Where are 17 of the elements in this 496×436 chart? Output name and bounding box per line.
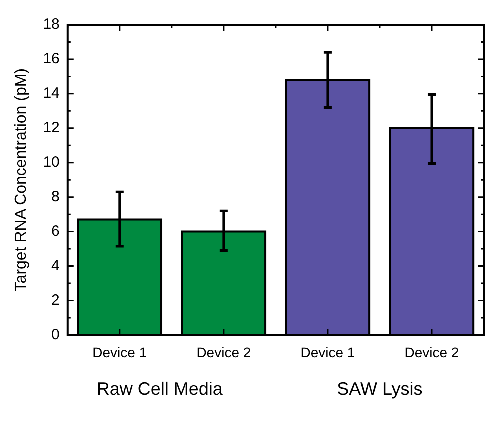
y-tick-label: 6 — [52, 222, 60, 240]
y-tick-label: 16 — [43, 50, 60, 68]
x-tick-label: Device 2 — [196, 344, 252, 360]
text: SAW Lysis — [337, 379, 423, 400]
y-axis-title: Target RNA Concentration (pM) — [13, 68, 30, 292]
y-tick-label: 2 — [52, 292, 60, 309]
y-tick-label: 18 — [43, 16, 60, 34]
y-tick-label: 4 — [52, 257, 60, 274]
y-tick-label: 10 — [43, 154, 60, 172]
y-tick-label: 14 — [43, 85, 60, 102]
text: Raw Cell Media — [96, 379, 224, 400]
y-tick-label: 8 — [52, 188, 60, 206]
x-tick-label: Device 1 — [300, 344, 356, 360]
y-tick-label: 0 — [52, 326, 60, 344]
y-tick-label: 12 — [43, 120, 60, 137]
x-tick-label: Device 2 — [404, 344, 460, 360]
x-tick-label: Device 1 — [92, 344, 148, 360]
